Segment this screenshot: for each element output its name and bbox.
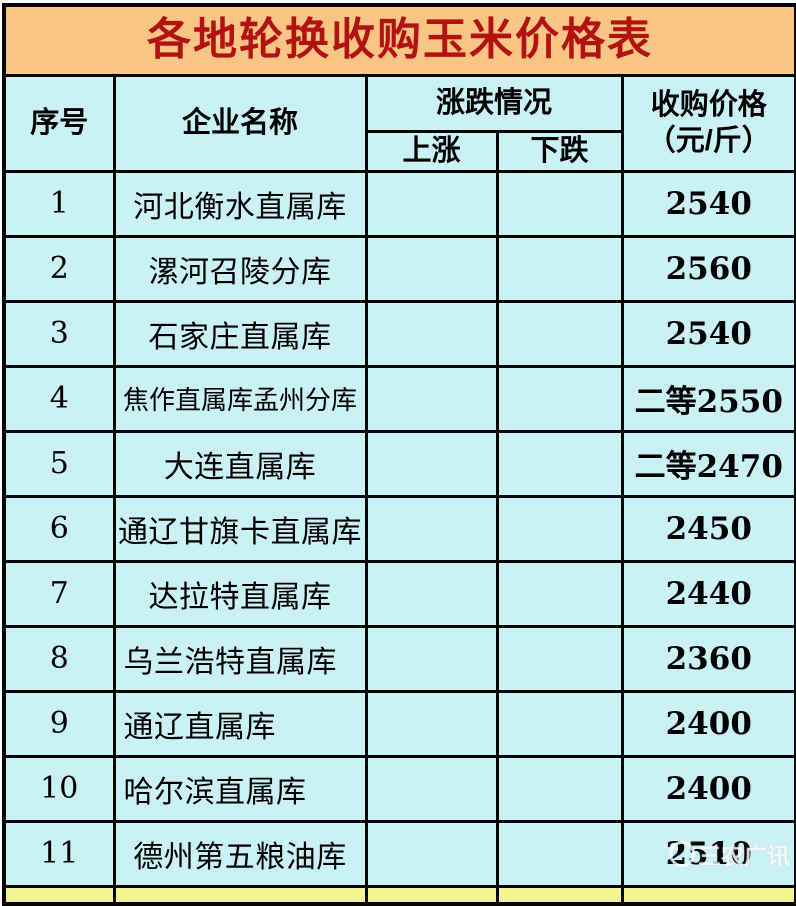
up-cell	[364, 364, 499, 433]
company-name: 大连直属库	[112, 429, 368, 498]
price-cell: 2400	[620, 754, 796, 823]
header-row-1: 序号 企业名称 涨跌情况 收购价格 （元/斤）	[2, 73, 796, 173]
company-name: 通辽直属库	[112, 689, 368, 758]
header-row-2: 上涨 下跌	[4, 129, 796, 173]
table-row: 1 河北衡水直属库 2540	[2, 169, 796, 238]
header-price-line2: （元/斤）	[646, 125, 771, 157]
company-name: 乌兰浩特直属库	[112, 624, 368, 693]
down-cell	[495, 819, 624, 888]
price-cell: 2440	[620, 559, 796, 628]
company-name: 德州第五粮油库	[112, 819, 368, 888]
up-cell	[364, 689, 499, 758]
up-cell	[364, 429, 499, 498]
down-cell	[495, 494, 624, 563]
up-cell	[364, 234, 499, 303]
company-name: 河北衡水直属库	[112, 169, 368, 238]
header-company-name: 企业名称	[112, 73, 368, 173]
down-cell	[495, 429, 624, 498]
price-cell: 2540	[620, 299, 796, 368]
down-cell	[495, 234, 624, 303]
table-row: 8 乌兰浩特直属库 2360	[2, 624, 796, 693]
header-no: 序号	[2, 73, 116, 173]
table-row: 4 焦作直属库孟州分库 二等2550	[2, 364, 796, 433]
up-cell	[364, 559, 499, 628]
up-cell	[364, 169, 499, 238]
price-cell: 2510 三农广讯	[620, 819, 796, 888]
partial-next-row	[2, 884, 796, 906]
table-row: 6 通辽甘旗卡直属库 2450	[2, 494, 796, 563]
company-name: 石家庄直属库	[112, 299, 368, 368]
price-cell: 2360	[620, 624, 796, 693]
table-row: 9 通辽直属库 2400	[2, 689, 796, 758]
table-row: 2 漯河召陵分库 2560	[2, 234, 796, 303]
header-change: 涨跌情况	[364, 73, 624, 133]
header-price-line1: 收购价格	[650, 88, 767, 121]
price-cell: 2450	[620, 494, 796, 563]
down-cell	[495, 689, 624, 758]
row-number: 11	[2, 819, 116, 888]
up-cell	[364, 754, 499, 823]
company-name: 通辽甘旗卡直属库	[112, 494, 368, 563]
down-cell	[495, 559, 624, 628]
table-row: 11 德州第五粮油库 2510 三农广讯	[2, 819, 796, 888]
title-row: 各地轮换收购玉米价格表	[2, 3, 796, 77]
down-cell	[495, 754, 624, 823]
price-cell: 2540	[620, 169, 796, 238]
row-number: 5	[2, 429, 116, 498]
row-number: 6	[2, 494, 116, 563]
table-row: 5 大连直属库 二等2470	[2, 429, 796, 498]
header-price: 收购价格 （元/斤）	[620, 73, 796, 173]
row-number: 2	[2, 234, 116, 303]
row-number: 3	[2, 299, 116, 368]
up-cell	[364, 494, 499, 563]
partial-cell	[112, 884, 368, 906]
partial-cell	[495, 884, 624, 906]
down-cell	[495, 624, 624, 693]
table-row: 7 达拉特直属库 2440	[2, 559, 796, 628]
corn-price-table: 各地轮换收购玉米价格表 序号 企业名称 涨跌情况 收购价格 （元/斤） 上涨 下…	[2, 3, 796, 906]
table-row: 3 石家庄直属库 2540	[2, 299, 796, 368]
table-row: 10 哈尔滨直属库 2400	[2, 754, 796, 823]
price-cell: 二等2550	[620, 364, 796, 433]
up-cell	[364, 624, 499, 693]
header-up: 上涨	[364, 129, 499, 173]
company-name: 焦作直属库孟州分库	[112, 364, 368, 433]
row-number: 7	[2, 559, 116, 628]
row-number: 10	[2, 754, 116, 823]
row-number: 4	[2, 364, 116, 433]
header-down: 下跌	[495, 129, 624, 173]
row-number: 8	[2, 624, 116, 693]
company-name: 哈尔滨直属库	[112, 754, 368, 823]
company-name: 达拉特直属库	[112, 559, 368, 628]
partial-cell	[620, 884, 796, 906]
price-cell: 2400	[620, 689, 796, 758]
partial-cell	[364, 884, 499, 906]
price-value: 2510	[665, 835, 752, 872]
down-cell	[495, 169, 624, 238]
row-number: 9	[2, 689, 116, 758]
up-cell	[364, 819, 499, 888]
table-title: 各地轮换收购玉米价格表	[2, 3, 796, 77]
price-cell: 二等2470	[620, 429, 796, 498]
down-cell	[495, 364, 624, 433]
row-number: 1	[2, 169, 116, 238]
down-cell	[495, 299, 624, 368]
price-cell: 2560	[620, 234, 796, 303]
company-name: 漯河召陵分库	[112, 234, 368, 303]
up-cell	[364, 299, 499, 368]
partial-cell	[2, 884, 116, 906]
